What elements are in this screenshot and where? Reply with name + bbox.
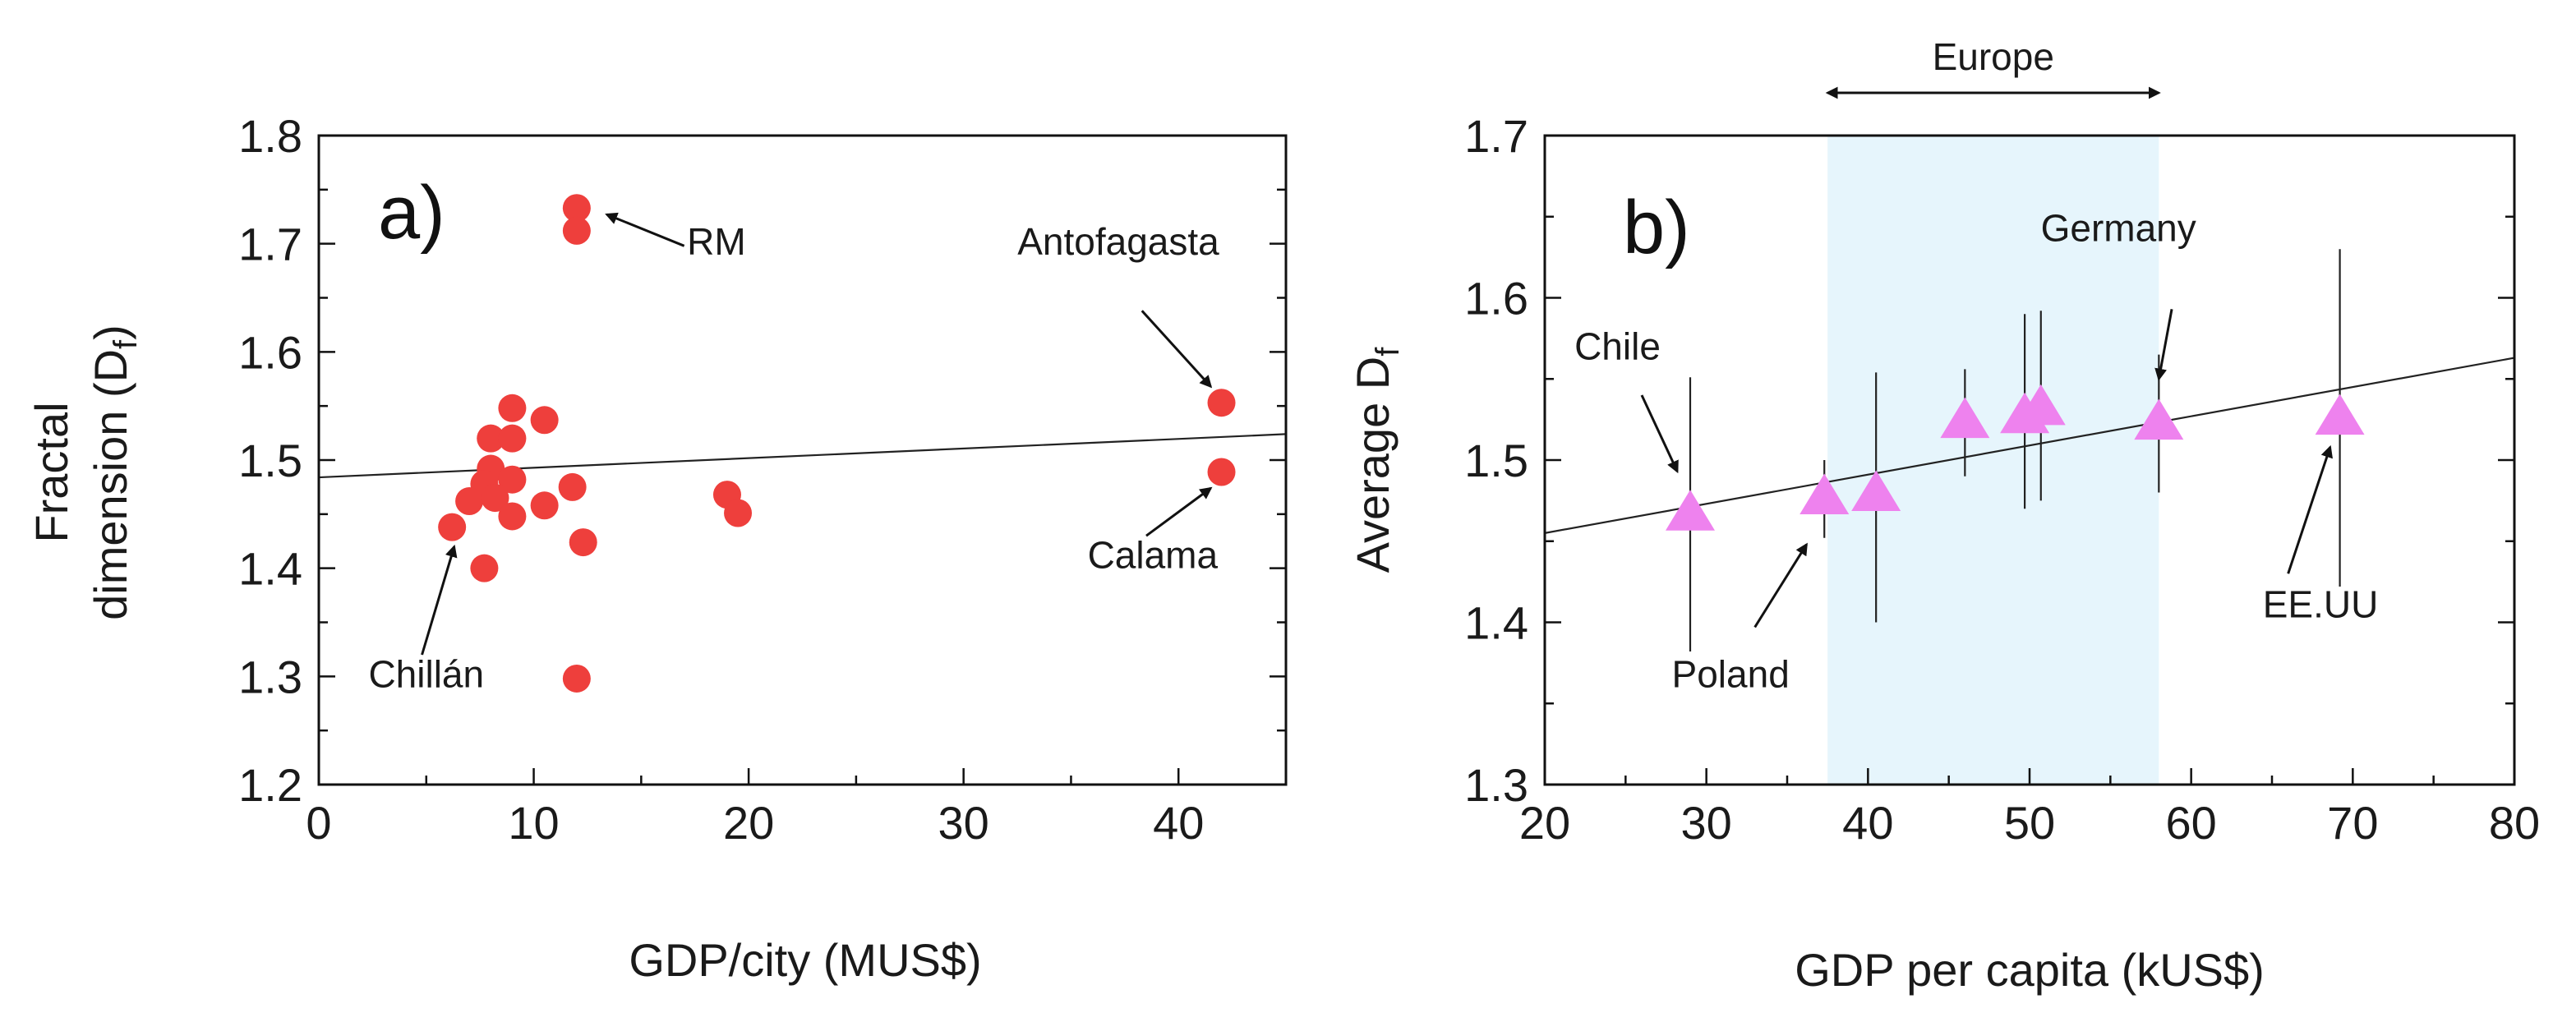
panel-b-annotation-arrow [2154, 309, 2173, 381]
panel-a-x-tick-label: 0 [306, 797, 331, 849]
panel-a-annotation-label: Antofagasta [1017, 220, 1219, 263]
panel-a-x-tick-label: 10 [508, 797, 559, 849]
panel-b-annotation-arrow [1753, 542, 1808, 628]
panel-a-data-point [562, 664, 591, 693]
panel-a-data-point [498, 424, 527, 453]
panel-a-data-point [438, 513, 467, 541]
panel-b-data-point [2134, 398, 2184, 440]
panel-b-annotation-label: Germany [2041, 206, 2196, 249]
panel-a-plot-content: 0 10 20 30 40 1.2 1.3 1.4 1.5 1.6 1.7 1.8 RM Antofaga… [238, 110, 1288, 849]
panel-a-annotation-arrow [1141, 310, 1213, 389]
panel-b-y-tick-label: 1.3 [1464, 759, 1528, 811]
panel-a: 0 10 20 30 40 1.2 1.3 1.4 1.5 1.6 1.7 1.8 RM Antofaga… [25, 110, 1288, 986]
panel-a-y-axis-title: Fractal dimension (Df) [25, 325, 144, 620]
panel-a-data-point [455, 487, 484, 516]
panel-b-annotation-arrow [1640, 394, 1679, 474]
panel-a-annotation-label: Calama [1088, 534, 1219, 577]
panel-a-label: a) [378, 171, 445, 255]
panel-a-x-tick-label: 30 [938, 797, 989, 849]
panel-a-y-tick-label: 1.8 [238, 110, 302, 162]
panel-b-data-point [1851, 470, 1901, 511]
panel-a-y-title-end: ) [85, 325, 136, 340]
panel-a-data-point [498, 502, 527, 531]
panel-b-fit-line [1544, 357, 2515, 534]
panel-a-x-tick-label: 20 [723, 797, 774, 849]
panel-a-data-point [477, 424, 505, 453]
panel-b-data-point [2016, 384, 2066, 426]
panel-a-data-point [481, 484, 509, 513]
panel-a-data-point [558, 472, 587, 501]
panel-b: Europe 20 30 40 50 60 70 80 1.3 1.4 1.5 1.6 1.7 Chile… [1347, 35, 2540, 996]
panel-b-y-tick-label: 1.7 [1464, 110, 1528, 162]
panel-a-annotation-arrow [1145, 486, 1213, 537]
panel-b-y-tick-label: 1.4 [1464, 597, 1528, 649]
panel-a-fit-line [318, 433, 1287, 479]
panel-b-annotation-label: EE.UU [2263, 583, 2379, 626]
panel-b-data-point [1666, 490, 1715, 531]
panel-b-data-point [1800, 473, 1850, 514]
panel-b-plot-content: Europe 20 30 40 50 60 70 80 1.3 1.4 1.5 1.6 1.7 Chile… [1464, 35, 2540, 849]
panel-a-data-point [569, 528, 597, 557]
panel-a-data-point [562, 216, 591, 245]
panel-b-y-title: Average Df [1347, 347, 1406, 573]
panel-a-data-point [498, 394, 527, 422]
panel-b-x-tick-label: 30 [1681, 797, 1732, 849]
panel-b-y-title-sub: f [1370, 347, 1406, 357]
panel-a-annotation-label: RM [687, 220, 746, 263]
panel-a-data-point [498, 465, 527, 494]
panel-b-x-axis-title: GDP per capita (kUS$) [1795, 944, 2265, 996]
panel-a-y-tick-label: 1.6 [238, 326, 302, 378]
panel-a-y-tick-label: 1.4 [238, 543, 302, 595]
panel-a-annotation-arrow [605, 212, 685, 247]
panel-b-region-label: Europe [1933, 35, 2054, 78]
panel-b-shaded-region [1827, 136, 2159, 785]
panel-a-y-title-line2: dimension (Df) [85, 325, 144, 620]
panel-b-label: b) [1623, 186, 1690, 269]
panel-b-annotation-arrow [2287, 444, 2333, 574]
panel-b-y-tick-label: 1.5 [1464, 435, 1528, 486]
panel-a-y-tick-label: 1.3 [238, 651, 302, 702]
panel-b-y-title-main: Average D [1347, 357, 1399, 573]
panel-a-y-title-sub: f [108, 339, 144, 349]
panel-a-data-point [1207, 389, 1236, 417]
panel-a-y-title-line1: Fractal [25, 402, 77, 542]
panel-a-y-tick-label: 1.7 [238, 219, 302, 270]
panel-a-x-axis-title: GDP/city (MUS$) [629, 934, 981, 986]
panel-b-data-point [1940, 397, 1990, 439]
panel-b-annotation-label: Chile [1574, 325, 1661, 368]
panel-a-x-tick-label: 40 [1153, 797, 1204, 849]
panel-b-x-tick-label: 70 [2327, 797, 2378, 849]
panel-a-data-point [1207, 458, 1236, 486]
panel-a-y-tick-label: 1.2 [238, 759, 302, 811]
panel-b-x-tick-label: 40 [1842, 797, 1893, 849]
panel-b-y-axis-title: Average Df [1347, 347, 1406, 573]
panel-a-data-point [530, 491, 559, 520]
panel-b-x-tick-label: 20 [1519, 797, 1570, 849]
panel-b-x-tick-label: 50 [2004, 797, 2055, 849]
panel-b-annotation-label: Poland [1672, 653, 1790, 696]
panel-b-x-tick-label: 80 [2489, 797, 2540, 849]
panel-b-x-tick-label: 60 [2166, 797, 2217, 849]
panel-a-data-point [562, 194, 591, 223]
panel-b-data-point [2315, 394, 2365, 435]
panel-a-annotation-arrow [421, 544, 458, 656]
panel-a-annotation-label: Chillán [368, 653, 484, 696]
panel-b-y-tick-label: 1.6 [1464, 273, 1528, 325]
panel-a-y-title-main: dimension (D [85, 349, 136, 620]
panel-a-data-point [724, 499, 753, 527]
panel-a-y-tick-label: 1.5 [238, 435, 302, 486]
panel-a-data-point [530, 406, 559, 435]
panel-a-data-point [470, 554, 499, 582]
